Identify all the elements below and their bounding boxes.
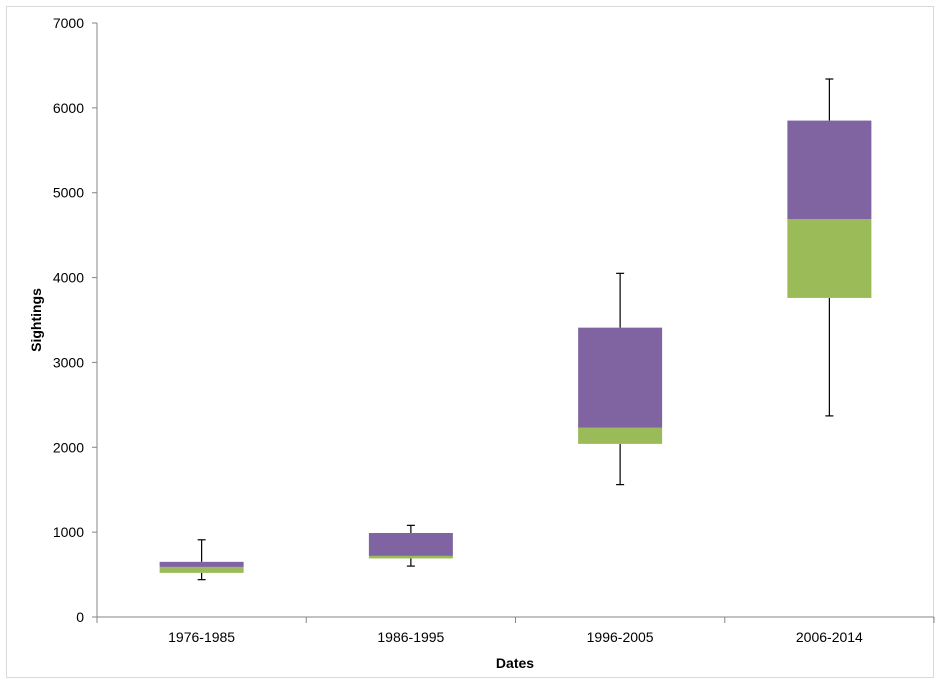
x-category-label: 1996-2005 bbox=[587, 629, 654, 645]
y-tick-label: 7000 bbox=[53, 15, 84, 31]
box-lower-segment bbox=[159, 566, 244, 573]
x-category-label: 1986-1995 bbox=[377, 629, 444, 645]
y-tick-label: 6000 bbox=[53, 100, 84, 116]
y-tick-label: 0 bbox=[76, 609, 84, 625]
chart-frame bbox=[6, 6, 934, 678]
box-upper-segment bbox=[159, 561, 244, 567]
x-category-label: 1976-1985 bbox=[168, 629, 235, 645]
x-category-label: 2006-2014 bbox=[796, 629, 863, 645]
y-tick-label: 4000 bbox=[53, 270, 84, 286]
y-tick-label: 1000 bbox=[53, 524, 84, 540]
box-lower-segment bbox=[787, 219, 872, 298]
box-upper-segment bbox=[578, 327, 663, 428]
box-lower-segment bbox=[578, 427, 663, 444]
x-axis-title: Dates bbox=[496, 655, 534, 671]
y-tick-label: 2000 bbox=[53, 439, 84, 455]
box-upper-segment bbox=[368, 532, 453, 556]
box-upper-segment bbox=[787, 120, 872, 220]
y-axis-title: Sightings bbox=[28, 288, 44, 352]
y-tick-label: 5000 bbox=[53, 185, 84, 201]
y-tick-label: 3000 bbox=[53, 354, 84, 370]
box-lower-segment bbox=[368, 555, 453, 559]
